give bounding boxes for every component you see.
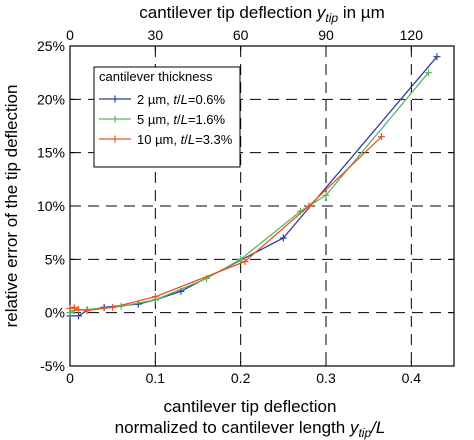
x2-axis-title: cantilever tip deflection ytip in µm [139, 3, 384, 25]
data-point-series-3 [70, 303, 78, 311]
data-point-series-2 [237, 255, 245, 263]
data-point-series-3 [66, 304, 74, 312]
x-tick-label: 0.4 [402, 370, 422, 386]
legend-entry-3: 10 µm, t/L=3.3% [99, 132, 233, 147]
x-axis-title-line2: normalized to cantilever length ytip/L [115, 418, 386, 440]
legend-entries: 2 µm, t/L=0.6% 5 µm, t/L=1.6% 10 µm, t/L=3… [99, 92, 233, 147]
data-point-series-3 [75, 305, 83, 313]
data-point-series-3 [151, 293, 159, 301]
x2-tick-label: 60 [233, 27, 249, 43]
y-axis-title: relative error of the tip deflection [2, 85, 21, 328]
x-tick-label: 0.3 [316, 370, 336, 386]
data-point-series-2 [322, 191, 330, 199]
data-point-series-3 [241, 257, 249, 265]
y-tick-label: 25% [37, 38, 65, 54]
legend-box [93, 66, 241, 168]
y-tick-label: 20% [37, 91, 65, 107]
x-tick-label: 0.2 [231, 370, 251, 386]
y-tick-label: -5% [40, 358, 65, 374]
data-point-series-1 [279, 234, 287, 242]
legend-label: 5 µm, t/L=1.6% [137, 112, 226, 127]
x-tick-label: 0.1 [146, 370, 166, 386]
tick-layer: -5%0%5%10%15%20%25%0 0.1 0.2 0.3 0.40 30 60 90 1… [37, 27, 454, 386]
data-point-series-3 [305, 202, 313, 210]
y-tick-label: 5% [45, 251, 65, 267]
legend-entry-2: 5 µm, t/L=1.6% [99, 112, 226, 127]
legend-title: cantilever thickness [99, 69, 213, 84]
legend-label: 10 µm, t/L=3.3% [137, 132, 233, 147]
x-tick-label: 0 [66, 370, 74, 386]
data-point-series-1 [433, 53, 441, 61]
x2-tick-label: 30 [148, 27, 164, 43]
data-point-series-3 [109, 303, 117, 311]
x2-tick-label: 90 [318, 27, 334, 43]
legend-label: 2 µm, t/L=0.6% [137, 92, 226, 107]
legend-entry-1: 2 µm, t/L=0.6% [99, 92, 226, 107]
x-axis-title-line1: cantilever tip deflection [164, 397, 337, 416]
data-point-series-2 [424, 69, 432, 77]
y-tick-label: 0% [45, 305, 65, 321]
series-layer [66, 53, 441, 320]
y-tick-label: 10% [37, 198, 65, 214]
data-point-series-3 [83, 307, 91, 315]
legend: cantilever thickness 2 µm, t/L=0.6% 5 µm,… [93, 66, 241, 168]
x2-tick-label: 0 [66, 27, 74, 43]
x2-tick-label: 120 [400, 27, 424, 43]
data-point-series-1 [75, 312, 83, 320]
data-point-series-3 [377, 133, 385, 141]
y-tick-label: 15% [37, 145, 65, 161]
